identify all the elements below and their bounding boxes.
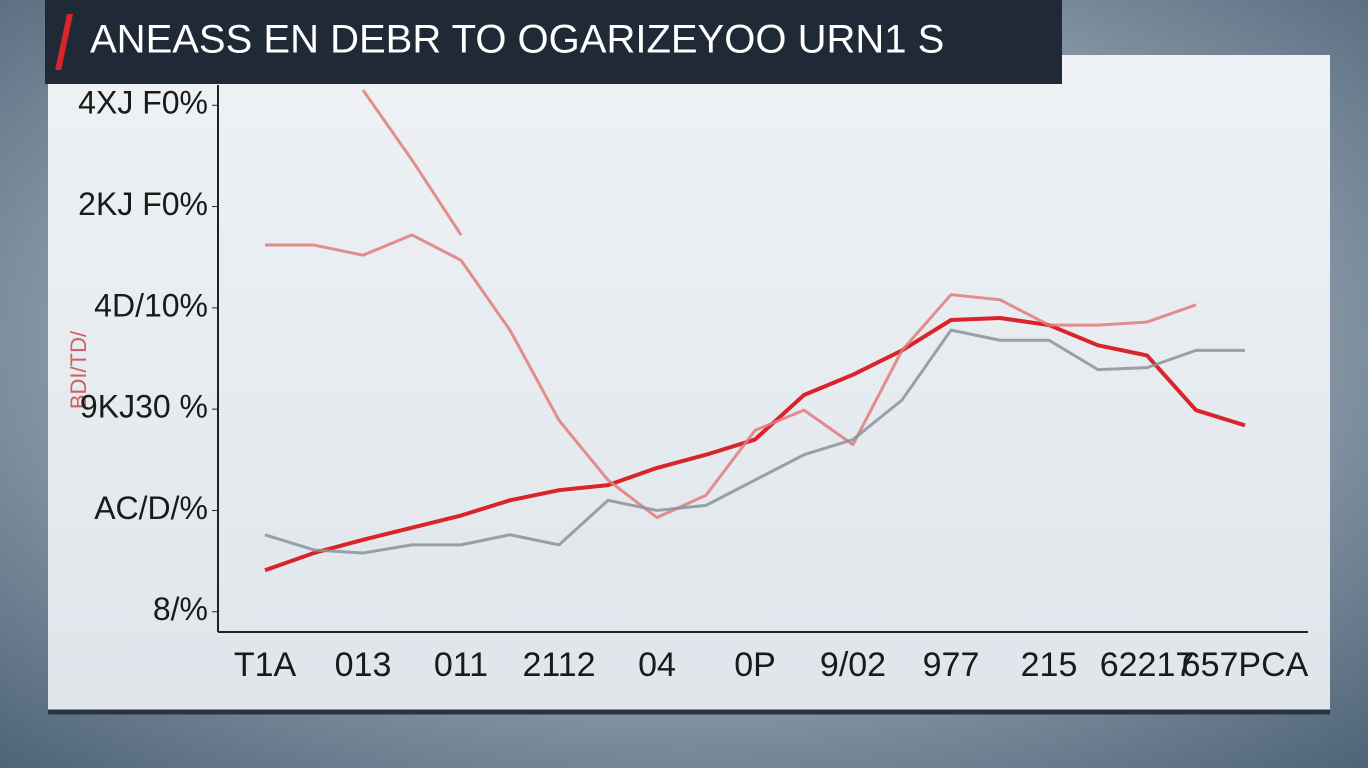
series-line <box>265 233 1197 520</box>
y-tick-label: AC/D/% <box>94 490 208 526</box>
y-tick-label: 4XJ F0% <box>78 85 208 121</box>
series-line <box>361 89 463 236</box>
y-tick-label: 8/% <box>153 591 208 627</box>
x-tick-label: 0P <box>734 646 776 684</box>
chart-title: ANEASS EN DEBR TO OGARIZEYOO URN1 S <box>90 18 944 62</box>
x-tick-label: 215 <box>1021 646 1078 684</box>
x-tick-label: T1A <box>234 646 297 684</box>
x-tick-label: 977 <box>923 646 980 684</box>
title-bar <box>45 0 1062 84</box>
panel <box>48 55 1330 712</box>
x-tick-label: 657PCA <box>1182 646 1309 684</box>
x-tick-label: 62217 <box>1100 646 1195 684</box>
x-tick-label: 04 <box>638 646 676 684</box>
x-tick-label: 013 <box>335 646 392 684</box>
y-axis-label: BDI/TD/ <box>66 330 91 409</box>
title-accent <box>55 14 74 70</box>
x-tick-label: 2112 <box>522 646 595 684</box>
y-tick-label: 2KJ F0% <box>78 186 208 222</box>
series-line <box>264 315 1246 573</box>
x-tick-label: 9/02 <box>820 646 886 684</box>
y-tick-label: 9KJ30 % <box>80 389 208 425</box>
x-tick-label: 011 <box>434 646 488 684</box>
y-tick-label: 4D/10% <box>94 287 208 323</box>
series-line <box>264 328 1245 555</box>
